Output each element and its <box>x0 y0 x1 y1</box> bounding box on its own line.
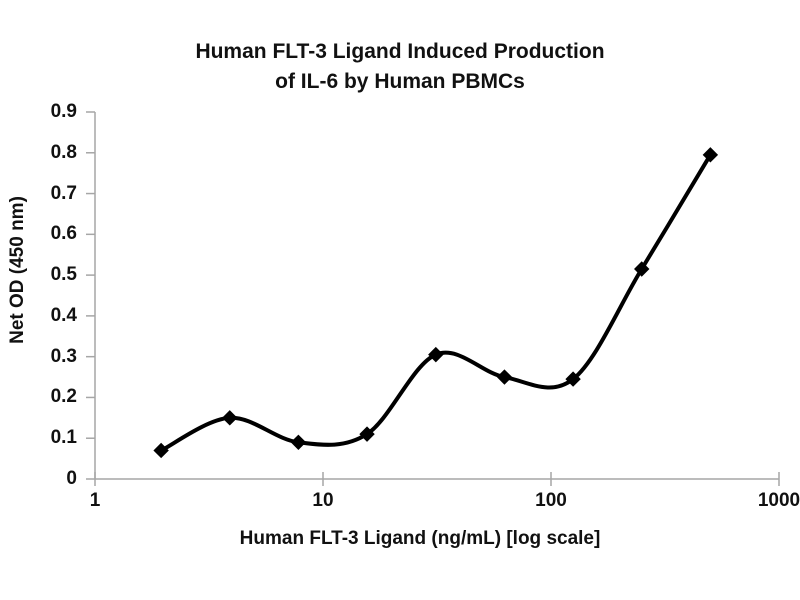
data-series-line <box>159 152 713 453</box>
x-tick-label: 10 <box>312 490 334 511</box>
chart-title-line2: of IL-6 by Human PBMCs <box>275 70 525 93</box>
y-tick-label: 0.3 <box>50 345 77 367</box>
y-tick-label: 0.7 <box>50 182 77 204</box>
y-tick-label: 0.4 <box>50 304 77 326</box>
data-point-marker <box>428 346 444 363</box>
data-point-marker <box>222 410 238 426</box>
data-point-marker <box>290 434 307 451</box>
y-tick-label: 0.2 <box>50 386 77 408</box>
y-tick-label: 0.5 <box>50 264 77 286</box>
x-tick-label: 1 <box>89 490 101 511</box>
y-tick-label: 0.6 <box>50 223 77 245</box>
y-tick-label: 0.1 <box>50 427 77 449</box>
data-point-marker <box>565 371 581 387</box>
data-point-marker <box>702 147 719 163</box>
chart-title-line1: Human FLT-3 Ligand Induced Production <box>195 40 605 63</box>
data-point-marker <box>496 369 513 385</box>
x-tick-label: 100 <box>535 490 567 511</box>
y-tick-label: 0.9 <box>50 101 77 122</box>
data-point-marker <box>153 442 169 459</box>
data-point-marker <box>359 426 375 442</box>
data-point-marker <box>634 261 650 277</box>
chart-title: Human FLT-3 Ligand Induced Production of… <box>0 37 800 97</box>
y-tick-label: 0.8 <box>50 141 77 163</box>
x-axis-title: Human FLT-3 Ligand (ng/mL) [log scale] <box>239 528 601 549</box>
y-tick-label: 0 <box>66 468 77 489</box>
x-tick-label: 1000 <box>757 490 800 511</box>
